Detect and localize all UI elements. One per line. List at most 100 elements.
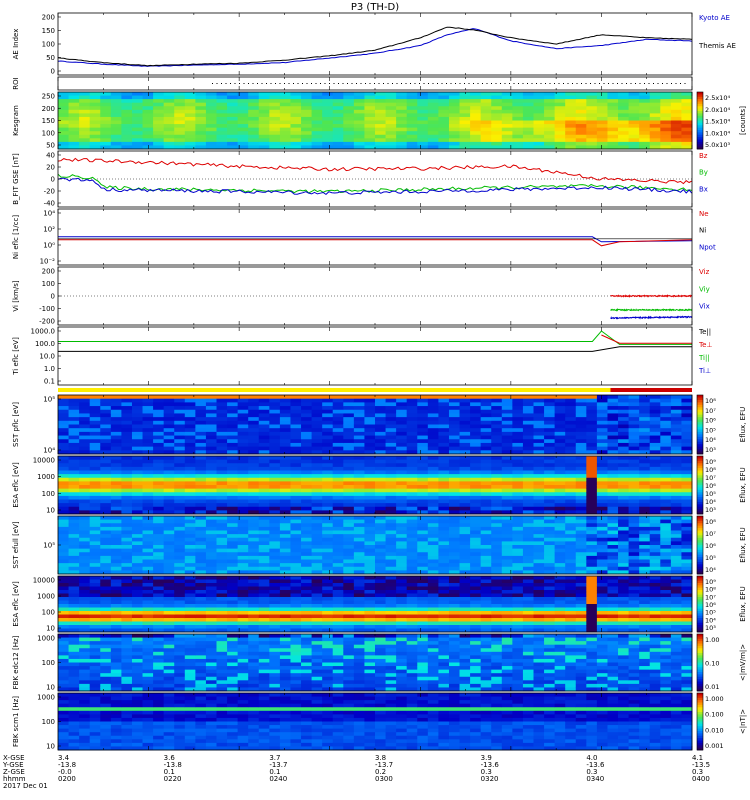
roi-dot xyxy=(648,83,650,84)
roi-dot xyxy=(464,83,465,84)
y-tick-label: 100 xyxy=(42,490,55,498)
colorbar: 2.5x10⁴ 2.0x10⁴ 1.5x10⁴ 1.0x10⁴ 5.0x10³ [coun… xyxy=(696,91,747,150)
colorbar-label: Eflux, EFU xyxy=(739,586,747,621)
roi-dot xyxy=(594,83,596,84)
colorbar-tick-label: 0.10 xyxy=(705,660,719,668)
roi-dot xyxy=(459,83,461,84)
colorbar-tick-label: 10⁷ xyxy=(705,530,716,538)
colorbar-tick-label: 10⁷ xyxy=(705,593,716,601)
roi-dot xyxy=(531,83,533,84)
colorbar-tick-label: 10⁵ xyxy=(705,554,716,562)
x-tick-xgse: -13.8 xyxy=(164,761,182,769)
x-row-label: Y-GSE xyxy=(2,761,24,769)
y-tick-label: 100 xyxy=(42,609,55,617)
roi-dot xyxy=(581,83,582,84)
roi-dot xyxy=(221,83,222,84)
colorbar-tick-label: 10³ xyxy=(705,624,716,632)
roi-dot xyxy=(545,83,546,84)
y-tick-label: 100 xyxy=(42,41,55,49)
roi-dot xyxy=(522,83,524,84)
roi-dot xyxy=(243,83,245,84)
colorbar-tick-label: 1.000 xyxy=(705,695,724,703)
colorbar-tick-label: 10⁶ xyxy=(705,482,716,490)
roi-dot xyxy=(261,83,263,84)
panel-frame xyxy=(57,150,693,208)
y-tick-label: 10000 xyxy=(33,577,55,585)
y-tick-label: 10⁴ xyxy=(43,447,55,455)
x-tick-xgse: -13.7 xyxy=(269,761,287,769)
colorbar-tick-label: 10⁶ xyxy=(705,417,716,425)
legend-entry: Npot xyxy=(699,243,716,251)
y-tick-label: 10⁴ xyxy=(43,210,55,218)
series-line-kyoto-ae xyxy=(57,28,693,67)
roi-dot xyxy=(684,83,686,84)
y-tick-label: 10⁵ xyxy=(43,396,55,404)
roi-dot xyxy=(558,83,560,84)
roi-dot xyxy=(554,83,555,84)
colorbar-tick-label: 10⁶ xyxy=(705,601,716,609)
colorbar-label: Eflux, EFU xyxy=(739,527,747,562)
roi-dot xyxy=(621,83,623,84)
y-axis-label: Ti eflc [eV] xyxy=(12,337,20,376)
legend-entry: Viy xyxy=(699,285,710,293)
x-row-label: Z-GSE xyxy=(3,768,25,776)
roi-dot xyxy=(297,83,299,84)
roi-dot xyxy=(324,83,326,84)
y-tick-label: 100.0 xyxy=(35,340,55,348)
x-row-label: 2017 Dec 01 xyxy=(3,782,48,790)
legend-entry: Vix xyxy=(699,303,710,311)
y-tick-label: -40 xyxy=(44,200,55,208)
roi-dot xyxy=(509,83,510,84)
legend-entry: Ni xyxy=(699,227,706,235)
roi-dot xyxy=(320,83,321,84)
colorbar-tick-label: 10³ xyxy=(705,446,716,454)
y-tick-label: 100 xyxy=(42,659,55,667)
spectrogram-fbk2 xyxy=(58,693,693,751)
roi-dot xyxy=(603,83,605,84)
series-line-te xyxy=(58,346,692,352)
colorbar-label: <|nT|> xyxy=(739,709,747,734)
roi-dot xyxy=(401,83,402,84)
roi-dot xyxy=(392,83,393,84)
colorbar-tick-label: 0.01 xyxy=(705,683,719,691)
roi-dot xyxy=(666,83,668,84)
roi-dot xyxy=(644,83,645,84)
roi-dot xyxy=(662,83,663,84)
colorbar-label: [counts] xyxy=(739,106,747,135)
series-line-viy xyxy=(610,307,693,312)
colorbar-tick-label: 10⁴ xyxy=(705,436,716,444)
y-tick-label: 1000 xyxy=(37,694,55,702)
colorbar-tick-label: 10⁵ xyxy=(705,426,716,434)
y-tick-label: -20 xyxy=(44,188,55,196)
y-tick-label: 0 xyxy=(51,68,55,76)
spectrogram-esa1 xyxy=(58,456,693,515)
colorbar: 1.000 0.100 0.010 0.001 <|nT|> xyxy=(696,692,747,751)
x-tick-zgse: 0.3 xyxy=(586,768,597,776)
roi-dot xyxy=(248,83,249,84)
roi-dot xyxy=(576,83,578,84)
legend-entry: Viz xyxy=(699,268,710,276)
colorbar-tick-label: 10⁸ xyxy=(705,466,716,474)
legend-entry: Ti⊥ xyxy=(698,367,711,375)
roi-dot xyxy=(311,83,312,84)
y-tick-label: 1000 xyxy=(37,635,55,643)
roi-dot xyxy=(347,83,348,84)
roi-dot xyxy=(293,83,294,84)
roi-dot xyxy=(365,83,366,84)
roi-dot xyxy=(419,83,420,84)
colorbar-tick-label: 2.5x10⁴ xyxy=(705,94,730,102)
colorbar-tick-label: 10⁸ xyxy=(705,586,716,594)
colorbar-tick-label: 10⁵ xyxy=(705,609,716,617)
roi-dot xyxy=(585,83,587,84)
roi-dot xyxy=(671,83,672,84)
roi-dot xyxy=(617,83,618,84)
roi-dot xyxy=(599,83,600,84)
x-tick-zgse: 0.1 xyxy=(269,768,280,776)
figure-title: P3 (TH-D) xyxy=(351,2,399,13)
y-tick-label: -200 xyxy=(39,318,55,326)
mode-bar-slow xyxy=(58,388,611,392)
y-axis-label: AE Index xyxy=(12,29,20,60)
spectrogram-kes xyxy=(58,92,693,150)
colorbar-tick-label: 10⁴ xyxy=(705,616,716,624)
roi-dot xyxy=(414,83,416,84)
